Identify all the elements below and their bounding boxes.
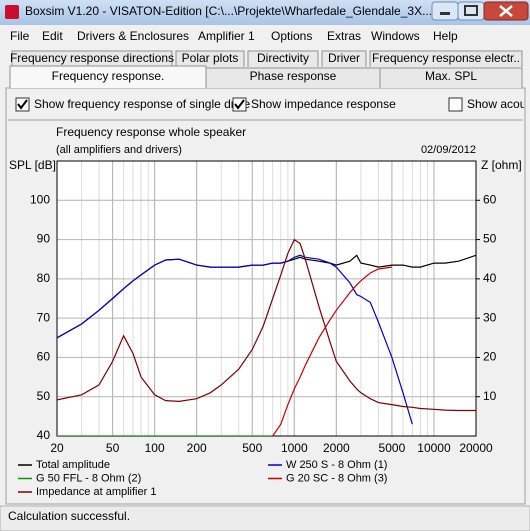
y2-tick-label: 60: [483, 192, 497, 206]
y-tick-label: 70: [37, 310, 51, 324]
status-bar: [0, 505, 530, 531]
minimize-button[interactable]: [431, 1, 459, 21]
legend-label: Total amplitude: [36, 459, 110, 471]
y-tick-label: 50: [37, 389, 51, 403]
chart-date: 02/09/2012: [421, 144, 476, 156]
legend-label: G 20 SC - 8 Ohm (3): [286, 472, 387, 484]
y2-tick-label: 10: [483, 389, 497, 403]
y-tick-label: 60: [37, 350, 51, 364]
y2-axis-label: Z [ohm]: [481, 158, 522, 172]
x-tick-label: 200: [187, 441, 207, 455]
tab[interactable]: [321, 50, 367, 67]
legend-label: Impedance at amplifier 1: [36, 486, 156, 498]
legend-label: G 50 FFL - 8 Ohm (2): [36, 472, 141, 484]
x-tick-label: 50: [106, 441, 120, 455]
tab-label: Frequency response electr..: [372, 51, 520, 65]
y-tick-label: 40: [37, 428, 51, 442]
y-tick-label: 100: [30, 192, 50, 206]
y-tick-label: 80: [37, 271, 51, 285]
chart-subtitle: (all amplifiers and drivers): [56, 144, 182, 156]
window-controls: [431, 1, 529, 21]
tab-label: Driver: [328, 51, 360, 65]
tab[interactable]: [247, 50, 319, 67]
series-line: [57, 254, 413, 425]
menu-item[interactable]: File: [10, 29, 30, 43]
x-tick-label: 2000: [323, 441, 350, 455]
menu-item[interactable]: Windows: [371, 29, 420, 43]
maximize-button[interactable]: [457, 1, 485, 21]
menu-item[interactable]: Amplifier 1: [198, 29, 255, 43]
x-tick-label: 20000: [459, 441, 493, 455]
checkbox[interactable]: [448, 97, 463, 112]
chart-title: Frequency response whole speaker: [56, 125, 246, 139]
x-tick-label: 500: [242, 441, 262, 455]
tab-label: Max. SPL: [425, 69, 477, 83]
y-tick-label: 90: [37, 232, 51, 246]
x-tick-label: 5000: [379, 441, 406, 455]
tab-label: Polar plots: [182, 51, 239, 65]
checkbox-label[interactable]: Show acous: [467, 97, 530, 111]
checkmark: [234, 99, 245, 110]
plot-lines: [57, 238, 476, 436]
tab[interactable]: [379, 67, 523, 88]
menu-item[interactable]: Edit: [42, 29, 63, 43]
content: Show frequency response of single drive S…: [9, 97, 530, 498]
menu-bar: [0, 26, 530, 47]
legend-label: W 250 S - 8 Ohm (1): [286, 459, 387, 471]
x-tick-label: 20: [50, 441, 64, 455]
y2-tick-label: 30: [483, 310, 497, 324]
menu-item[interactable]: Options: [271, 29, 312, 43]
checkmark: [17, 99, 28, 110]
minimize-icon: [440, 12, 450, 15]
plot-area: [57, 161, 476, 436]
status-text: Calculation successful.: [8, 509, 130, 523]
tab[interactable]: [175, 50, 245, 67]
y-axis-label: SPL [dB]: [9, 158, 56, 172]
series-line: [272, 266, 392, 436]
y2-tick-label: 40: [483, 271, 497, 285]
window-title: Boxsim V1.20 - VISATON-Edition [C:\...\P…: [25, 4, 432, 18]
y2-tick-label: 50: [483, 232, 497, 246]
maximize-icon: [464, 5, 478, 16]
x-tick-label: 10000: [417, 441, 451, 455]
close-icon: [499, 5, 513, 17]
tab[interactable]: [11, 50, 173, 67]
y2-tick-label: 20: [483, 350, 497, 364]
tab-label: Phase response: [250, 69, 337, 83]
checkbox-label[interactable]: Show frequency response of single drive: [34, 97, 250, 111]
tab-label: Frequency response.: [52, 69, 165, 83]
series-line: [57, 238, 476, 412]
checkbox-label[interactable]: Show impedance response: [251, 97, 396, 111]
app-icon: [5, 5, 19, 19]
tab-label: Directivity: [257, 51, 309, 65]
x-tick-label: 1000: [281, 441, 308, 455]
tab[interactable]: [369, 50, 523, 67]
tab-label: Frequency response directions: [10, 51, 174, 65]
menu-item[interactable]: Help: [433, 29, 458, 43]
menu-item[interactable]: Drivers & Enclosures: [77, 29, 189, 43]
x-tick-label: 100: [145, 441, 165, 455]
menu-item[interactable]: Extras: [327, 29, 361, 43]
